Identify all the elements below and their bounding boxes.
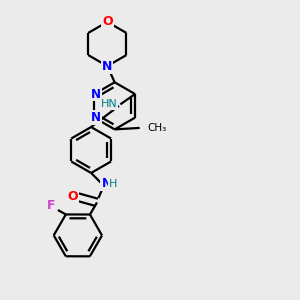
Text: O: O bbox=[102, 15, 112, 28]
Text: O: O bbox=[67, 190, 78, 203]
Text: N: N bbox=[91, 111, 101, 124]
Text: N: N bbox=[102, 60, 112, 73]
Text: CH₃: CH₃ bbox=[147, 123, 166, 133]
Text: H: H bbox=[109, 178, 117, 189]
Text: N: N bbox=[101, 177, 111, 190]
Text: N: N bbox=[91, 88, 101, 100]
Text: HN: HN bbox=[100, 99, 117, 110]
Text: F: F bbox=[47, 199, 56, 212]
